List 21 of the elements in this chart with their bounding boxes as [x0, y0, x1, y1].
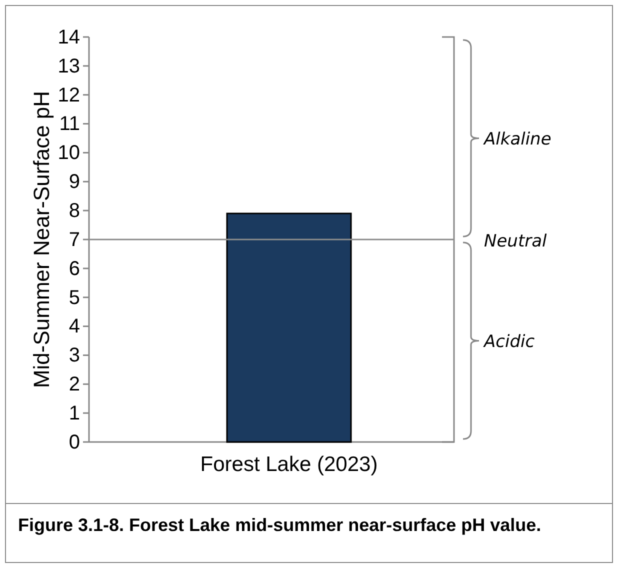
y-tick-label: 0 [68, 431, 80, 454]
y-tick-label: 14 [58, 26, 80, 48]
caption: Figure 3.1-8. Forest Lake mid-summer near-surface pH value. [18, 514, 542, 537]
y-tick-label: 5 [68, 286, 80, 309]
text: Acidic [483, 332, 536, 352]
y-axis-title: Mid-Summer Near-Surface pH [29, 90, 54, 388]
y-tick-label: 13 [58, 55, 80, 78]
y-tick-label: 12 [58, 84, 80, 106]
y-tick-label: 6 [68, 258, 80, 280]
x-tick-label: Forest Lake (2023) [200, 452, 378, 476]
y-tick-label: 1 [68, 402, 80, 424]
y-tick-label: 11 [59, 113, 80, 136]
y-tick-label: 8 [68, 200, 80, 222]
y-tick-label: 9 [68, 171, 80, 194]
y-tick-label: 3 [68, 344, 80, 367]
y-tick-label: 2 [68, 374, 80, 396]
text: Alkaline [483, 129, 552, 150]
y-tick-label: 4 [68, 316, 80, 338]
y-tick-label: 10 [58, 142, 80, 164]
ref-line-label: Neutral [484, 232, 548, 252]
y-tick-label: 7 [68, 228, 80, 251]
